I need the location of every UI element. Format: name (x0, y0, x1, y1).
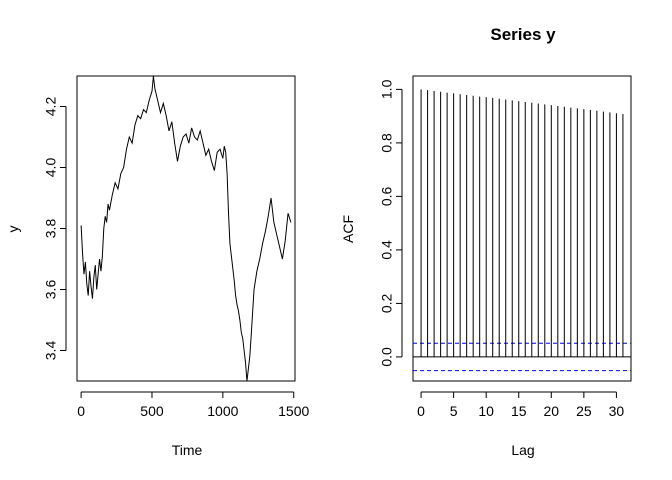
time-series-data (80, 75, 292, 382)
acf-x-axis: 0 5 10 15 20 25 30 (417, 391, 625, 419)
time-series-y-tick-label: 4.2 (43, 97, 59, 117)
acf-y-tick-label: 0.6 (379, 186, 395, 206)
time-series-x-tick-label: 1000 (207, 403, 238, 419)
acf-plot-frame (412, 75, 632, 382)
acf-x-tick-label: 10 (478, 403, 494, 419)
acf-y-tick-label: 0.0 (379, 347, 395, 367)
time-series-y-axis: 3.4 3.6 3.8 4.0 4.2 (43, 97, 67, 361)
time-series-x-tick-label: 1500 (278, 403, 309, 419)
acf-bars (413, 89, 631, 372)
acf-title: Series y (490, 25, 556, 44)
acf-x-label: Lag (511, 442, 534, 458)
acf-x-tick-label: 20 (544, 403, 560, 419)
acf-y-axis: 0.0 0.2 0.4 0.6 0.8 1.0 (379, 79, 403, 367)
time-series-x-label: Time (172, 442, 203, 458)
acf-y-tick-label: 0.8 (379, 133, 395, 153)
time-series-y-tick-label: 4.0 (43, 158, 59, 178)
time-series-y-tick-label: 3.8 (43, 219, 59, 239)
time-series-y-tick-label: 3.6 (43, 280, 59, 300)
acf-y-tick-label: 0.2 (379, 293, 395, 313)
time-series-y-label: y (5, 226, 21, 233)
time-series-x-tick-label: 0 (77, 403, 85, 419)
time-series-line (80, 75, 292, 382)
acf-y-label: ACF (340, 215, 356, 243)
acf-x-tick-label: 25 (576, 403, 592, 419)
time-series-plot-frame (76, 75, 296, 382)
time-series-y-tick-label: 3.4 (43, 341, 59, 361)
acf-x-tick-label: 0 (417, 403, 425, 419)
acf-y-tick-label: 0.4 (379, 240, 395, 260)
acf-y-tick-label: 1.0 (379, 79, 395, 99)
acf-x-tick-label: 15 (511, 403, 527, 419)
time-series-x-axis: 0 500 1000 1500 (77, 391, 310, 419)
time-series-x-tick-label: 500 (140, 403, 164, 419)
time-series-panel: 0 500 1000 1500 3.4 3.6 3.8 4.0 4.2 Time y (5, 75, 310, 458)
acf-x-tick-label: 5 (450, 403, 458, 419)
acf-panel: Series y 0 5 10 15 20 25 30 0.0 0.2 0.4 0.6 0.8 1.0… (340, 25, 632, 458)
acf-x-tick-label: 30 (609, 403, 625, 419)
